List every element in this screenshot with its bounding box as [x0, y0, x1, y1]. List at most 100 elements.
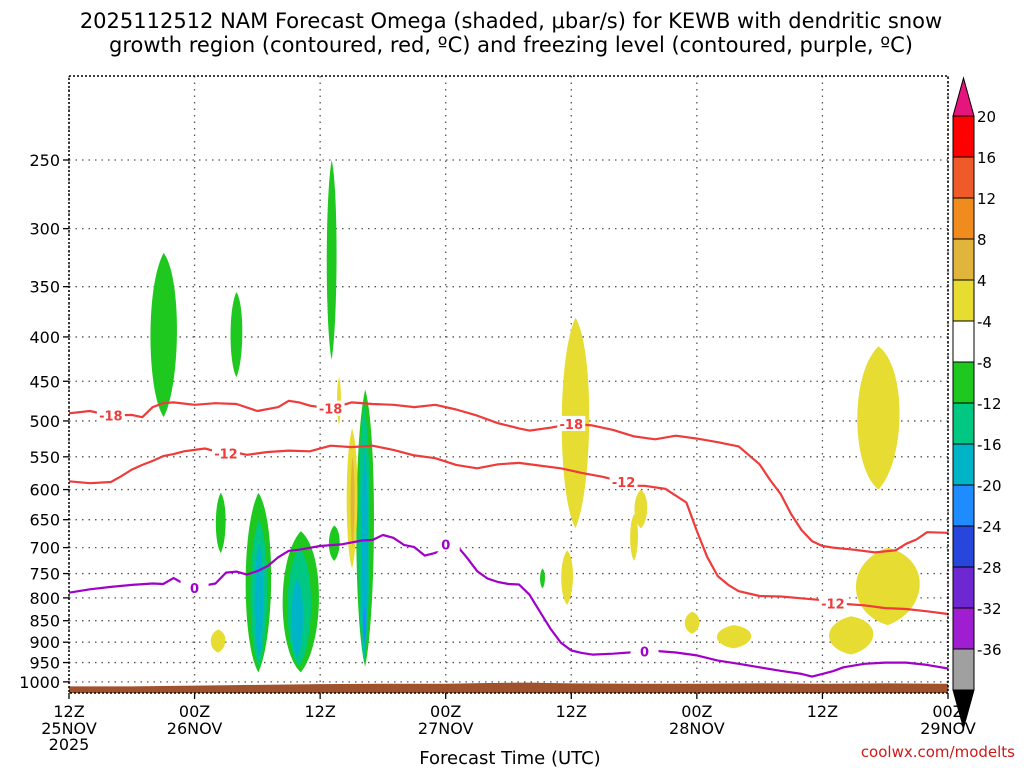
omega-region-14 [363, 607, 367, 643]
omega-region-2 [326, 160, 337, 360]
colorbar-bin-2 [952, 197, 975, 240]
y-tick-label: 650 [29, 511, 60, 530]
contour-label--12C-0: -12 [211, 445, 240, 462]
contour-label-bg [431, 536, 460, 552]
contour-label-bg [180, 579, 209, 595]
omega-region-21 [630, 513, 638, 561]
omega-region-23 [684, 611, 700, 634]
omega-region-18 [350, 456, 355, 548]
axes: 250 300 350 400 450 500 550 600 650 700 750 800 850 9… [19, 75, 976, 754]
contour-label-bg [211, 445, 240, 461]
y-tick-label: 350 [29, 278, 60, 297]
plot-background [69, 76, 948, 693]
x-tick-label-time: 00Z [430, 702, 461, 721]
contour-label-bg [96, 407, 125, 423]
omega-region-25 [210, 629, 226, 653]
credit-link[interactable]: coolwx.com/modelts [861, 743, 1015, 761]
y-tick-label: 550 [29, 448, 60, 467]
chart-title-line2: growth region (contoured, red, ºC) and f… [109, 33, 913, 57]
colorbar-bin-11 [952, 566, 975, 609]
x-tick-label-date: 27NOV [418, 719, 474, 738]
y-tick-label: 750 [29, 565, 60, 584]
y-tick-label: 700 [29, 539, 60, 558]
y-tick-label: 1000 [19, 673, 60, 692]
colorbar-label: -32 [977, 600, 1002, 618]
x-axis-label: Forecast Time (UTC) [419, 748, 600, 768]
omega-region-26 [857, 346, 900, 490]
x-tick-label-year: 2025 [49, 735, 90, 754]
contour-label-0C-0: 0 [180, 579, 209, 597]
contour-label-text: 0 [190, 582, 199, 597]
contour-label-text: -12 [821, 597, 845, 612]
contour-label--18C-2: -18 [557, 415, 586, 433]
y-tick-label: 800 [29, 589, 60, 608]
terrain-fill [69, 682, 948, 693]
contour-label-text: -18 [560, 418, 584, 433]
terrain-layer [69, 682, 948, 693]
colorbar-bin-1 [952, 156, 975, 199]
contour-label-0C-1: 0 [431, 536, 460, 553]
omega-shading [150, 160, 920, 673]
omega-region-20 [561, 550, 573, 605]
plot-area [69, 76, 948, 693]
colorbar-label: -16 [977, 436, 1002, 454]
x-tick-label-time: 12Z [807, 702, 838, 721]
x-tick-label-date: 29NOV [920, 719, 976, 738]
contour-label-text: -12 [214, 447, 238, 462]
y-tick-label: 600 [29, 481, 60, 500]
y-tick-label: 850 [29, 612, 60, 631]
colorbar-label: 16 [977, 149, 996, 167]
y-tick-label: 900 [29, 633, 60, 652]
contour-label--12C-2: -12 [818, 595, 847, 612]
contour-label-bg [557, 415, 586, 431]
contour-label-bg [609, 473, 638, 489]
x-tick-label-time: 12Z [304, 702, 335, 721]
temperature-contours: -18 -18 -18 -12 -12 -12 0 0 0 [68, 399, 949, 678]
contour-label-text: 0 [640, 645, 649, 660]
colorbar-bin-4 [952, 279, 975, 322]
contour-label--12C-1: -12 [609, 473, 638, 491]
colorbar: 20 16 12 8 4 -4 -8 -12 -16 -20 -24 -28 -32 -36 [952, 76, 1002, 730]
colorbar-label: 20 [977, 108, 996, 126]
contour-label-text: 0 [441, 538, 450, 553]
omega-region-0 [150, 252, 177, 418]
x-tick-label-time: 12Z [556, 702, 587, 721]
colorbar-bin-0 [952, 115, 975, 158]
x-tick-label-time: 00Z [932, 702, 963, 721]
y-tick-label: 500 [29, 412, 60, 431]
omega-region-15 [540, 568, 545, 589]
colorbar-bin-13 [952, 648, 975, 691]
colorbar-bin-12 [952, 607, 975, 650]
contour-label-text: -18 [319, 403, 343, 418]
contour-label-text: -18 [99, 410, 123, 425]
y-tick-label: 450 [29, 372, 60, 391]
colorbar-label: -8 [977, 354, 992, 372]
contour-label-text: -12 [612, 476, 636, 491]
contour-label-bg [818, 595, 847, 611]
colorbar-top-arrow [952, 76, 975, 117]
omega-region-3 [215, 492, 226, 553]
x-tick-label-time: 12Z [53, 702, 84, 721]
colorbar-label: 12 [977, 190, 996, 208]
omega-region-9 [291, 578, 304, 659]
colorbar-bin-7 [952, 402, 975, 445]
contour-0C [68, 533, 949, 678]
omega-region-13 [361, 449, 369, 655]
y-tick-label: 300 [29, 220, 60, 239]
contour--18C [68, 399, 949, 554]
x-tick-label-date: 26NOV [167, 719, 223, 738]
contour-label-bg [630, 643, 659, 659]
colorbar-label: -28 [977, 559, 1002, 577]
contour-label--18C-0: -18 [96, 407, 125, 425]
colorbar-label: 4 [977, 272, 987, 290]
colorbar-bin-5 [952, 320, 975, 363]
y-tick-label: 250 [29, 151, 60, 170]
colorbar-label: -24 [977, 518, 1002, 536]
colorbar-bottom-arrow [952, 689, 975, 730]
colorbar-label: -36 [977, 641, 1002, 659]
colorbar-label: -4 [977, 313, 992, 331]
colorbar-bin-9 [952, 484, 975, 527]
y-tick-label: 950 [29, 654, 60, 673]
contour--12C [68, 444, 949, 616]
